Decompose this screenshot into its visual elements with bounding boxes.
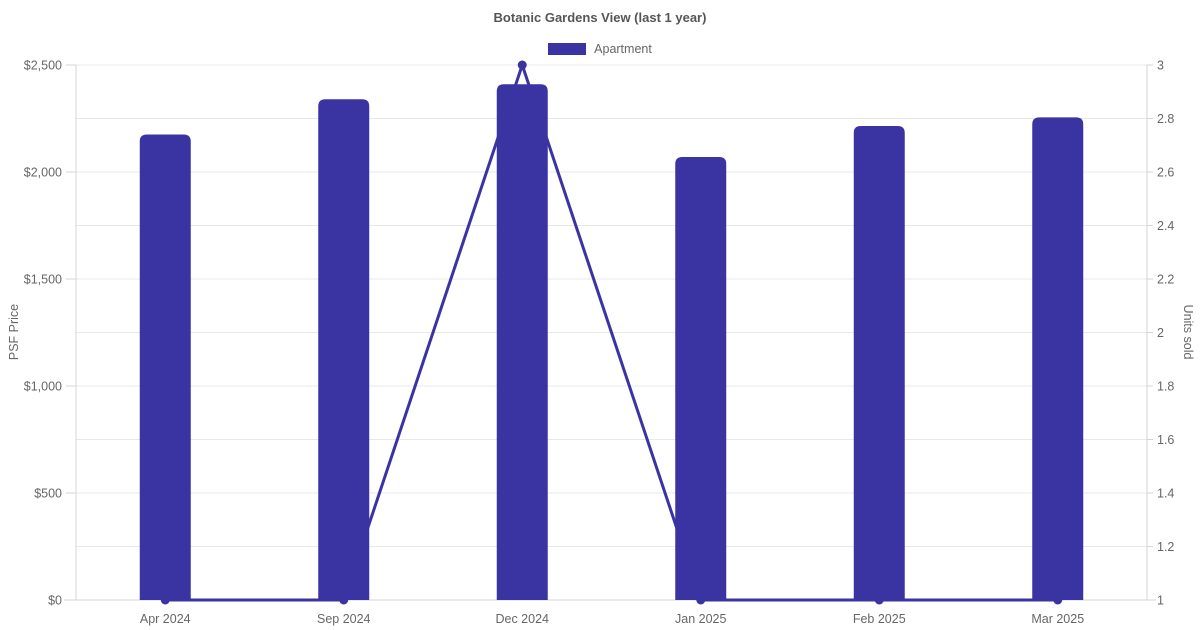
- y2-tick-label: 1.8: [1157, 380, 1174, 394]
- x-tick-label-jan-2025: Jan 2025: [675, 612, 726, 626]
- line-point-mar-2025[interactable]: [1053, 595, 1063, 605]
- y-tick-label: $1,500: [24, 273, 62, 287]
- y-tick-label: $2,000: [24, 166, 62, 180]
- x-tick-label-apr-2024: Apr 2024: [140, 612, 191, 626]
- bar-dec-2024[interactable]: [496, 84, 548, 600]
- line-point-dec-2024[interactable]: [517, 60, 527, 70]
- line-point-feb-2025[interactable]: [874, 595, 884, 605]
- legend-swatch: [548, 43, 587, 55]
- legend-label: Apartment: [594, 42, 652, 56]
- line-point-sep-2024[interactable]: [339, 595, 349, 605]
- legend: Apartment: [0, 42, 1200, 56]
- y-tick-label: $0: [48, 594, 62, 608]
- y2-tick-label: 2: [1157, 326, 1164, 340]
- y-tick-label: $500: [34, 487, 62, 501]
- x-tick-label-mar-2025: Mar 2025: [1031, 612, 1084, 626]
- y2-tick-label: 1.2: [1157, 540, 1174, 554]
- line-point-apr-2024[interactable]: [160, 595, 170, 605]
- bar-jan-2025[interactable]: [675, 157, 727, 600]
- legend-item-apartment[interactable]: Apartment: [548, 42, 652, 56]
- x-tick-label-sep-2024: Sep 2024: [317, 612, 371, 626]
- y2-tick-label: 3: [1157, 59, 1164, 73]
- bar-sep-2024[interactable]: [318, 99, 370, 601]
- y2-tick-label: 2.8: [1157, 112, 1174, 126]
- y2-tick-label: 2.4: [1157, 219, 1174, 233]
- chart-title: Botanic Gardens View (last 1 year): [493, 10, 707, 25]
- bar-mar-2025[interactable]: [1032, 117, 1084, 601]
- y2-tick-label: 2.6: [1157, 166, 1174, 180]
- y2-tick-label: 1.6: [1157, 433, 1174, 447]
- y-tick-label: $2,500: [24, 59, 62, 73]
- units-sold-line: [165, 63, 1058, 602]
- x-tick-label-dec-2024: Dec 2024: [495, 612, 549, 626]
- x-tick-label-feb-2025: Feb 2025: [853, 612, 906, 626]
- y-tick-label: $1,000: [24, 380, 62, 394]
- line-point-jan-2025[interactable]: [696, 595, 706, 605]
- y2-tick-label: 1.4: [1157, 487, 1174, 501]
- y2-tick-label: 1: [1157, 594, 1164, 608]
- y2-tick-label: 2.2: [1157, 273, 1174, 287]
- bar-feb-2025[interactable]: [853, 125, 905, 601]
- bar-apr-2024[interactable]: [139, 134, 191, 601]
